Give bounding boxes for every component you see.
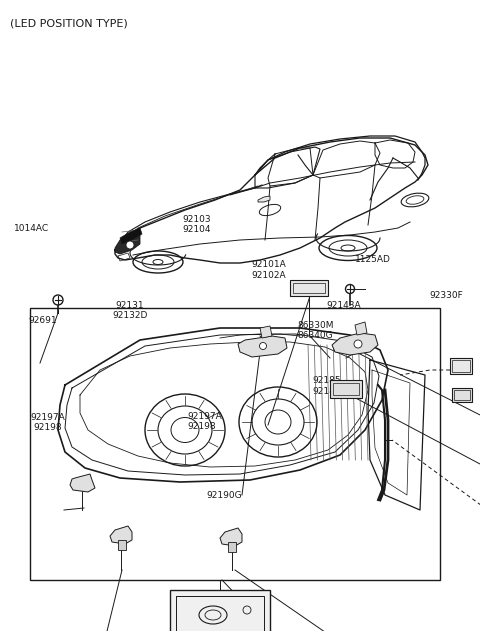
Bar	[30, 308, 440, 580]
Polygon shape	[332, 333, 378, 355]
Polygon shape	[110, 526, 132, 544]
Polygon shape	[118, 540, 126, 550]
Bar	[452, 388, 472, 402]
Text: 92101A
92102A: 92101A 92102A	[252, 261, 286, 280]
Circle shape	[126, 241, 134, 249]
Text: 92131
92132D: 92131 92132D	[112, 301, 147, 320]
Bar	[333, 383, 359, 395]
Bar	[176, 596, 264, 631]
Bar	[454, 390, 470, 400]
Polygon shape	[120, 228, 142, 244]
Text: 1125AD: 1125AD	[355, 256, 391, 264]
Polygon shape	[238, 336, 287, 357]
Text: 92190G: 92190G	[206, 492, 242, 500]
Text: 92691: 92691	[29, 316, 58, 325]
Text: 92330F: 92330F	[430, 291, 463, 300]
Bar	[330, 380, 362, 398]
Text: 92143A: 92143A	[326, 301, 361, 310]
Text: (LED POSITION TYPE): (LED POSITION TYPE)	[10, 18, 128, 28]
Text: 92185
92186: 92185 92186	[312, 377, 341, 396]
Circle shape	[260, 343, 266, 350]
Bar	[170, 590, 270, 631]
Text: 92197A
92198: 92197A 92198	[187, 412, 222, 431]
Polygon shape	[355, 322, 367, 335]
Bar	[290, 280, 328, 296]
Text: 92197A
92198: 92197A 92198	[31, 413, 65, 432]
Text: 92103
92104: 92103 92104	[182, 215, 211, 234]
Polygon shape	[115, 230, 140, 254]
Circle shape	[346, 285, 355, 293]
Bar	[452, 360, 470, 372]
Bar	[293, 283, 325, 293]
Polygon shape	[220, 528, 242, 546]
Polygon shape	[228, 542, 236, 552]
Text: 1014AC: 1014AC	[14, 224, 49, 233]
Circle shape	[354, 340, 362, 348]
Polygon shape	[70, 474, 95, 492]
Polygon shape	[260, 326, 272, 338]
Bar	[450, 358, 472, 374]
Text: 86330M
86340G: 86330M 86340G	[298, 321, 334, 340]
Circle shape	[53, 295, 63, 305]
Polygon shape	[258, 196, 270, 202]
